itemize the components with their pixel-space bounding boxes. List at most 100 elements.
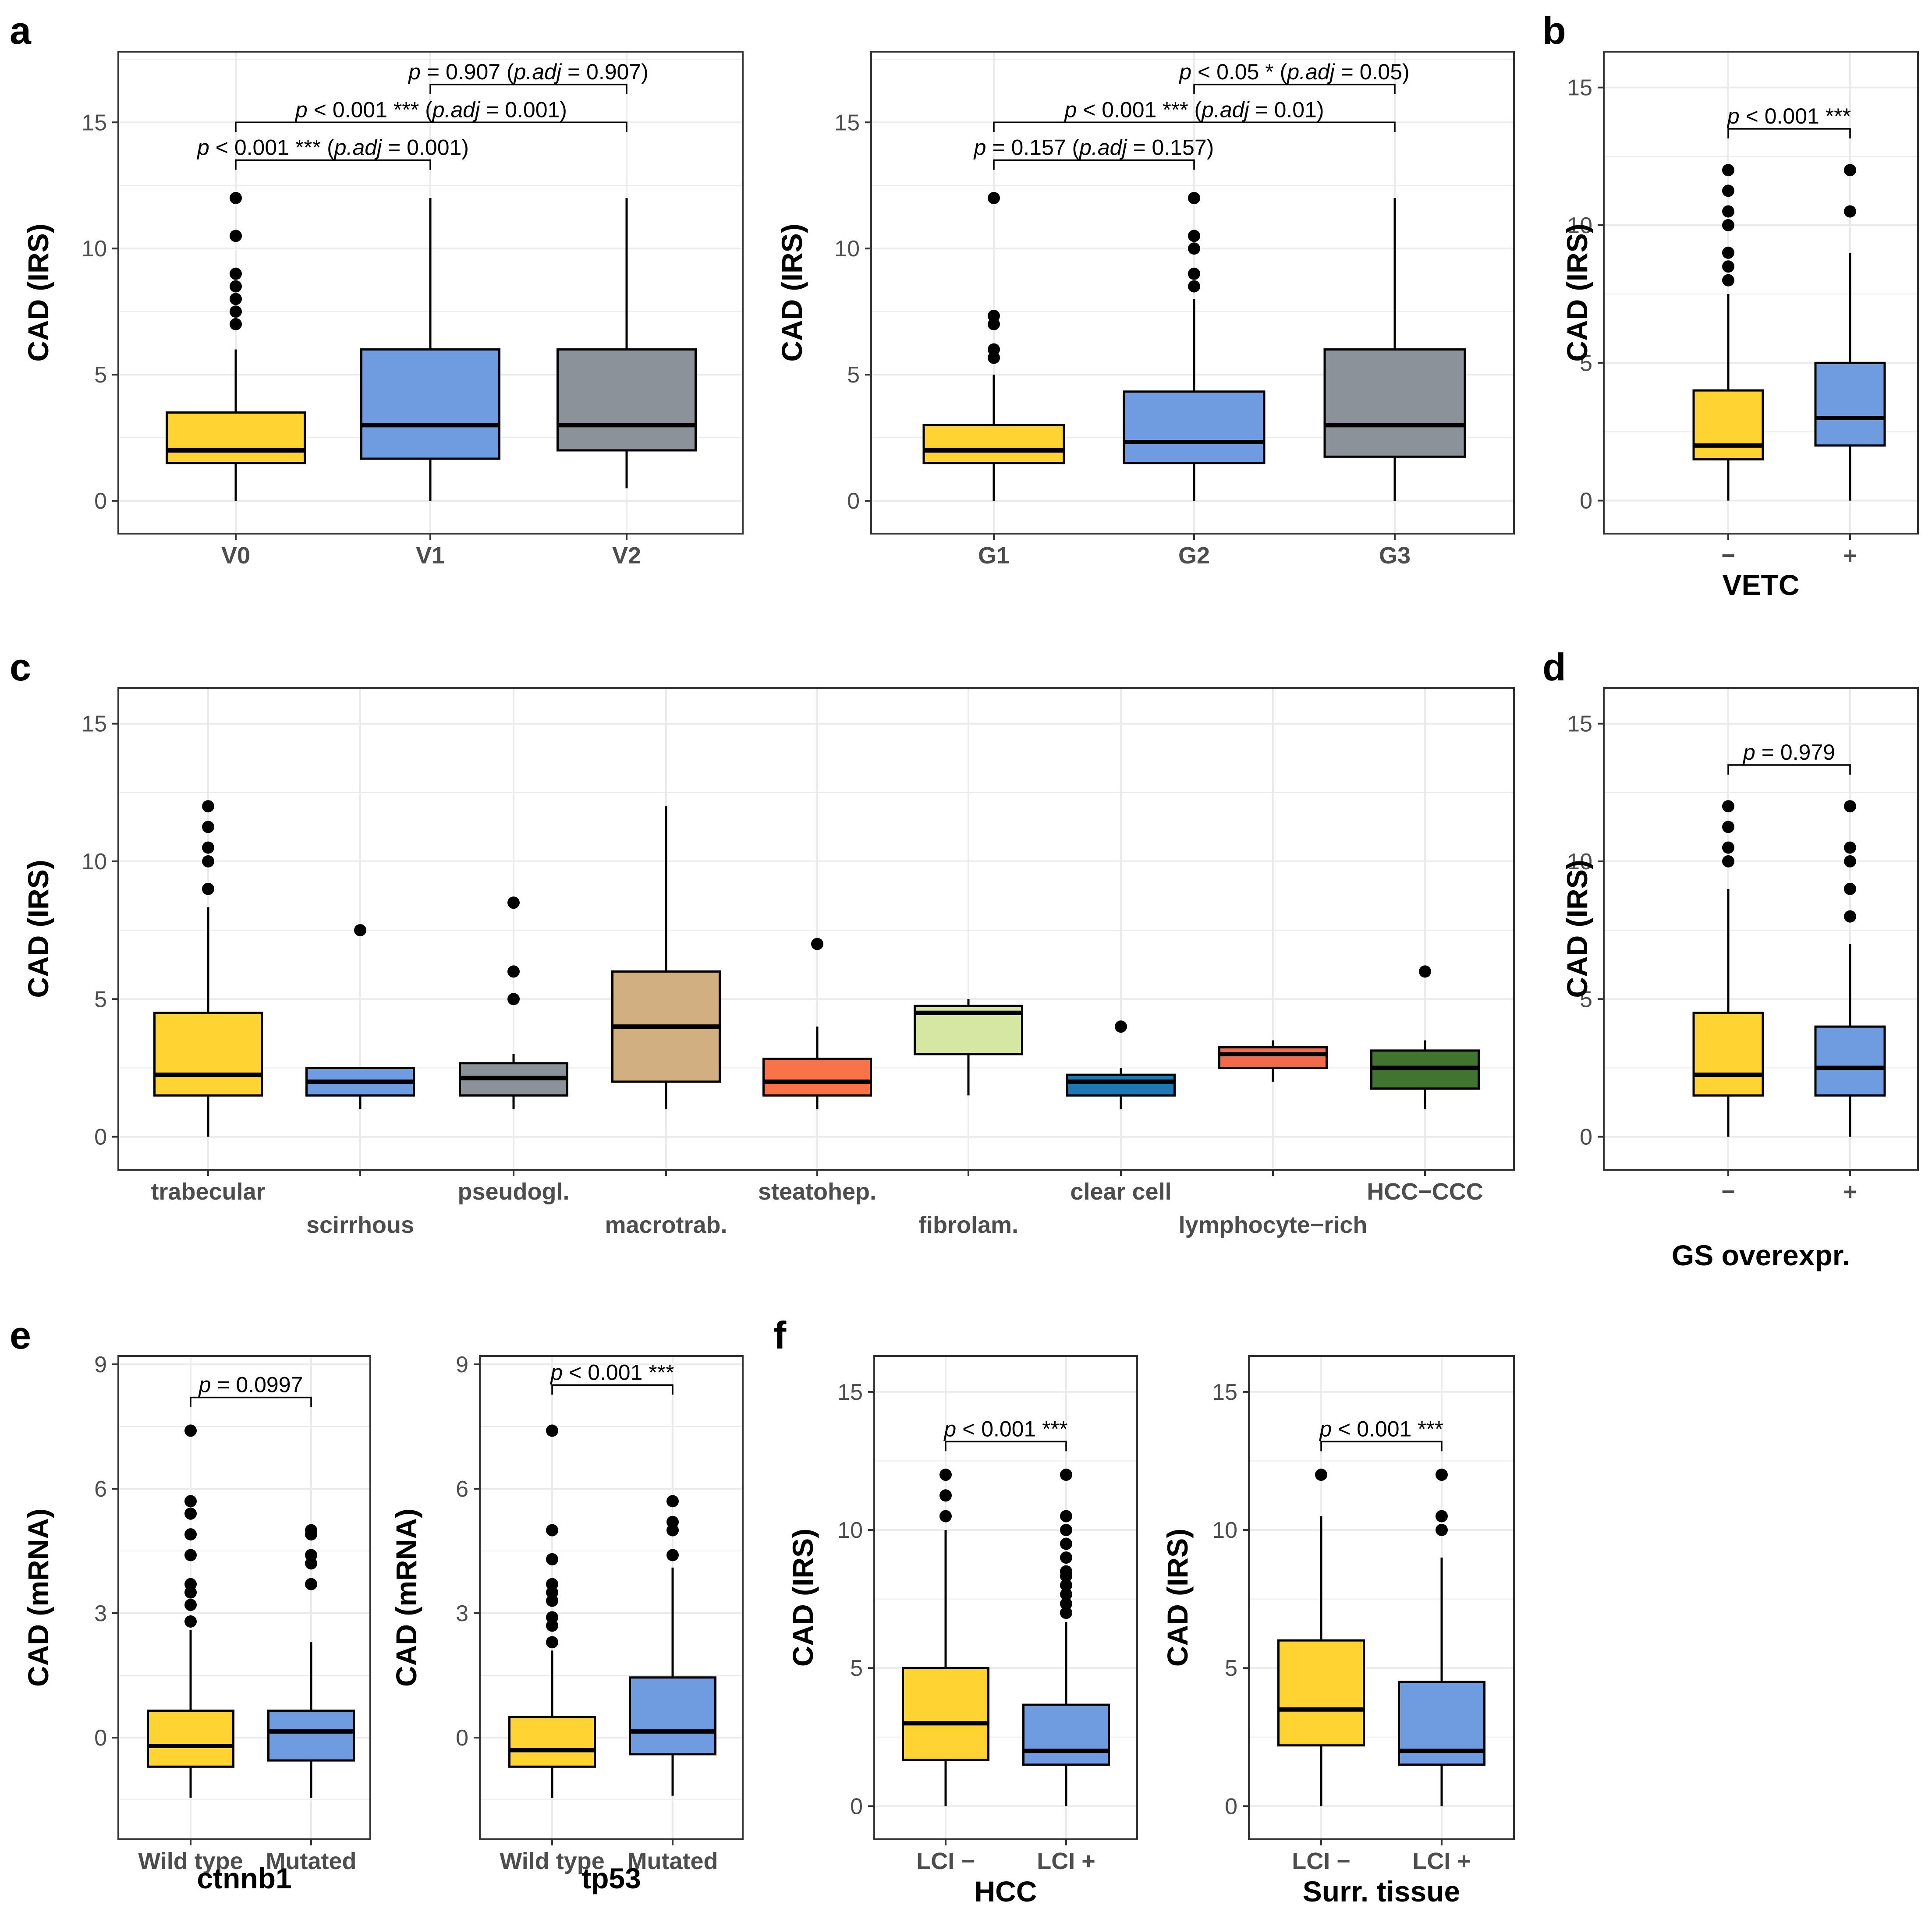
significance-bracket: [235, 121, 627, 132]
y-axis-title: CAD (IRS): [787, 1529, 819, 1667]
box-iqr: [902, 1667, 989, 1761]
x-category-label: +: [1843, 1179, 1857, 1205]
y-tick-label: 15: [1567, 712, 1592, 737]
box-iqr: [1692, 1012, 1764, 1097]
outlier-point: [939, 1489, 952, 1502]
panel-f1: p < 0.001 *** 0 5 10 15 LCI − LCI + CAD (IRS) HC…: [773, 1314, 1138, 1908]
x-category-label: −: [1721, 542, 1735, 569]
p-symbol: p: [198, 1373, 211, 1397]
box-−: [1692, 164, 1764, 501]
y-tick-label: 5: [1225, 1656, 1237, 1681]
outlier-point: [184, 1424, 197, 1437]
y-tick-label: 5: [1580, 351, 1592, 376]
outlier-point: [1722, 260, 1734, 273]
box-lymphocyte−rich: [1218, 1040, 1328, 1082]
box-−: [1692, 800, 1764, 1137]
y-tick-label: 0: [850, 1794, 863, 1819]
outlier-point: [184, 1528, 197, 1541]
outlier-point: [1722, 800, 1734, 813]
panel-border: [117, 687, 1515, 1171]
x-category-label: fibrolam.: [918, 1212, 1018, 1238]
outlier-point: [354, 924, 366, 937]
box-iqr: [1218, 1046, 1328, 1069]
outlier-point: [184, 1507, 197, 1520]
outlier-point: [1315, 1469, 1327, 1481]
panel-border: [1603, 687, 1919, 1171]
significance-bracket: [1727, 128, 1851, 138]
outlier-point: [1060, 1597, 1072, 1610]
box-iqr: [1323, 348, 1466, 458]
panel-border: [873, 1355, 1138, 1840]
x-category-label: Wild type: [500, 1848, 605, 1874]
p-symbol: p: [1063, 97, 1077, 122]
box-LCI −: [902, 1469, 989, 1806]
outlier-point: [230, 230, 242, 242]
panel-label: a: [10, 9, 32, 52]
outlier-point: [1844, 855, 1856, 867]
y-tick-label: 0: [847, 489, 860, 514]
x-category-label: LCI −: [1292, 1848, 1351, 1874]
outlier-point: [507, 993, 520, 1006]
x-category-label: Wild type: [138, 1848, 243, 1874]
y-axis-title: CAD (IRS): [1161, 1529, 1194, 1667]
outlier-point: [202, 821, 214, 833]
significance-bracket: [1727, 764, 1851, 775]
box-LCI −: [1277, 1469, 1365, 1806]
p-symbol: p: [1178, 60, 1191, 84]
p-adj-text: = 0.05): [1335, 60, 1410, 84]
p-adj-text: = 0.907): [561, 60, 649, 84]
p-symbol: p: [943, 1416, 956, 1441]
y-tick-label: 15: [1567, 75, 1592, 101]
y-tick-label: 6: [94, 1476, 107, 1502]
outlier-point: [202, 800, 214, 813]
x-axis-title: ctnnb1: [197, 1862, 291, 1894]
y-tick-label: 5: [1580, 987, 1592, 1012]
panel-border: [479, 1355, 744, 1840]
box-iqr: [1123, 390, 1266, 464]
significance-label: p < 0.001 ***: [1319, 1416, 1443, 1441]
box-Wild type: [508, 1424, 596, 1798]
box-iqr: [557, 348, 697, 452]
outlier-point: [1060, 1579, 1072, 1592]
y-tick-label: 6: [456, 1476, 468, 1502]
panel-label: d: [1542, 645, 1566, 689]
outlier-point: [988, 192, 1000, 205]
outlier-point: [1722, 219, 1734, 231]
p-text: < 0.001 ***: [563, 1360, 674, 1384]
outlier-point: [1060, 1524, 1072, 1537]
outlier-point: [1722, 855, 1734, 867]
p-symbol: p: [1319, 1416, 1332, 1441]
y-tick-label: 9: [456, 1352, 468, 1377]
panel-border: [1248, 1355, 1515, 1840]
x-category-label: steatohep.: [758, 1179, 876, 1205]
box-steatohep.: [762, 938, 872, 1109]
box-Mutated: [267, 1524, 355, 1798]
p-symbol: p: [1726, 104, 1740, 128]
box-iqr: [762, 1058, 872, 1097]
box-iqr: [629, 1676, 716, 1756]
p-text: = 0.157 (: [986, 135, 1079, 160]
box-G3: [1323, 198, 1466, 501]
box-Mutated: [629, 1495, 716, 1796]
outlier-point: [1419, 965, 1431, 978]
y-tick-label: 10: [1567, 849, 1592, 875]
p-adj-symbol: p.adj: [1201, 97, 1250, 122]
box-fibrolam.: [914, 999, 1023, 1096]
outlier-point: [184, 1495, 197, 1508]
outlier-point: [1844, 910, 1856, 923]
y-tick-label: 15: [834, 110, 860, 135]
box-iqr: [1814, 1025, 1886, 1097]
outlier-point: [230, 293, 242, 305]
p-text: < 0.001 *** (: [1077, 97, 1202, 122]
x-category-label: V1: [416, 542, 445, 569]
outlier-point: [202, 882, 214, 895]
x-category-label: macrotrab.: [605, 1212, 727, 1238]
significance-label: p = 0.979: [1742, 740, 1835, 765]
significance-label: p < 0.001 *** (p.adj = 0.01): [1063, 97, 1324, 122]
outlier-point: [1060, 1469, 1072, 1481]
box-V2: [557, 198, 697, 489]
outlier-point: [1844, 205, 1856, 218]
outlier-point: [1722, 841, 1734, 854]
significance-label: p < 0.001 ***: [943, 1416, 1067, 1441]
y-tick-label: 0: [94, 1125, 107, 1150]
